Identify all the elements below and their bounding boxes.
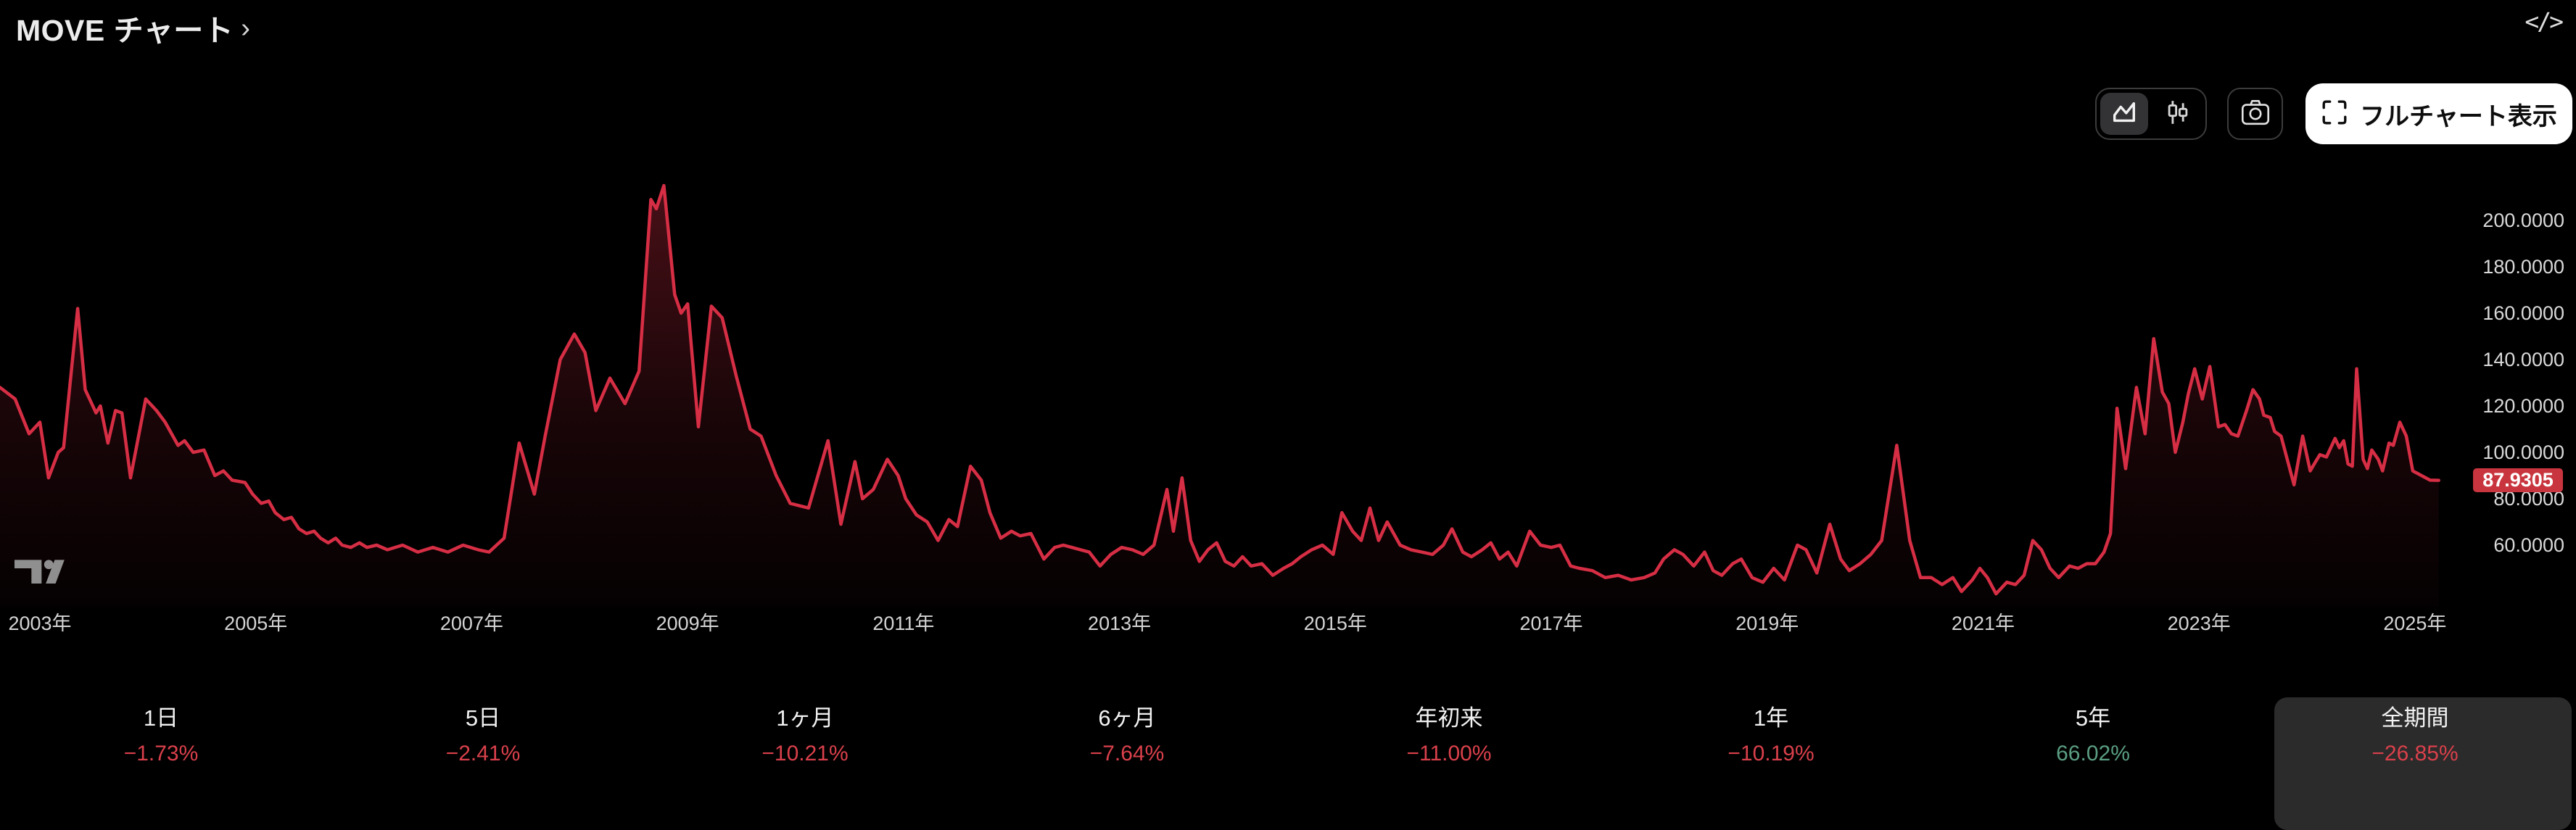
period-change-2: −10.21%: [761, 742, 849, 765]
last-price-badge: 87.9305: [2473, 468, 2563, 493]
period-change-6: 66.02%: [2056, 742, 2130, 765]
period-change-0: −1.73%: [123, 742, 199, 765]
candlestick-icon: [2164, 99, 2192, 130]
area-fill: [0, 186, 2439, 607]
chart-toolbar: フルチャート表示: [0, 81, 2576, 145]
period-selector: 1日 −1.73% 5日 −2.41% 1ヶ月 −10.21% 6ヶ月 −7.6…: [0, 681, 2576, 830]
period-label: 5日: [465, 705, 501, 731]
area-chart-icon: [2110, 99, 2138, 130]
x-axis-label: 2019年: [1735, 613, 1799, 634]
period-label: 1年: [1753, 705, 1789, 731]
time-scale[interactable]: 2003年 2005年 2007年 2009年 2011年 2013年 2015…: [0, 612, 2576, 636]
chevron-right-icon: ›: [241, 12, 250, 43]
page-title-link[interactable]: MOVE チャート ›: [16, 6, 250, 49]
period-button-1m[interactable]: 1ヶ月 −10.21%: [644, 681, 966, 794]
full-chart-label: フルチャート表示: [2360, 102, 2557, 130]
y-axis-label: 200.0000: [2482, 209, 2564, 231]
x-axis-label: 2021年: [1951, 613, 2015, 634]
x-axis-label: 2015年: [1303, 613, 1367, 634]
x-axis-label: 2023年: [2167, 613, 2231, 634]
period-change-7: −26.85%: [2371, 742, 2459, 765]
x-axis-label: 2025年: [2383, 613, 2447, 634]
x-axis-label: 2013年: [1088, 613, 1152, 634]
y-axis-label: 60.0000: [2493, 534, 2564, 556]
chart-style-segmented-control: [2095, 88, 2207, 140]
period-change-5: −10.19%: [1727, 742, 1815, 765]
screenshot-button[interactable]: [2227, 88, 2283, 140]
period-change-3: −7.64%: [1089, 742, 1165, 765]
period-button-1y[interactable]: 1年 −10.19%: [1610, 681, 1932, 794]
full-chart-button[interactable]: フルチャート表示: [2305, 83, 2572, 144]
page-title: MOVE チャート: [16, 14, 234, 47]
y-axis-label: 180.0000: [2482, 256, 2564, 278]
candlestick-style-button[interactable]: [2154, 93, 2202, 135]
x-axis-label: 2007年: [439, 613, 503, 634]
period-label: 6ヶ月: [1098, 705, 1156, 731]
x-axis-label: 2009年: [656, 613, 719, 634]
x-axis-label: 2003年: [8, 613, 72, 634]
embed-code-icon[interactable]: </>: [2525, 7, 2564, 36]
period-button-6m[interactable]: 6ヶ月 −7.64%: [966, 681, 1288, 794]
period-button-5d[interactable]: 5日 −2.41%: [322, 681, 644, 794]
y-axis-label: 100.0000: [2482, 441, 2564, 463]
period-change-1: −2.41%: [445, 742, 521, 765]
period-change-4: −11.00%: [1406, 742, 1492, 765]
chart-canvas[interactable]: [0, 0, 2576, 794]
x-axis-label: 2011年: [872, 613, 935, 634]
price-scale[interactable]: 200.0000 180.0000 160.0000 140.0000 120.…: [2466, 0, 2576, 609]
x-axis-label: 2005年: [224, 613, 288, 634]
tradingview-logo[interactable]: [15, 558, 65, 592]
period-label: 1日: [143, 705, 179, 731]
y-axis-label: 160.0000: [2482, 302, 2564, 324]
area-chart-style-button[interactable]: [2100, 93, 2148, 135]
y-axis-label: 120.0000: [2482, 395, 2564, 417]
y-axis-label: 140.0000: [2482, 349, 2564, 370]
period-label: 5年: [2075, 705, 2111, 731]
period-label: 年初来: [1415, 705, 1483, 731]
period-button-all[interactable]: 全期間 −26.85%: [2254, 681, 2576, 830]
period-button-1d[interactable]: 1日 −1.73%: [0, 681, 322, 794]
period-label: 1ヶ月: [776, 705, 834, 731]
fullscreen-icon: [2321, 99, 2348, 130]
camera-icon: [2240, 98, 2271, 130]
price-line: [0, 183, 2440, 596]
period-button-ytd[interactable]: 年初来 −11.00%: [1288, 681, 1610, 794]
price-chart[interactable]: 200.0000 180.0000 160.0000 140.0000 120.…: [0, 0, 2576, 794]
x-axis-label: 2017年: [1519, 613, 1583, 634]
period-label: 全期間: [2381, 705, 2449, 731]
period-button-5y[interactable]: 5年 66.02%: [1932, 681, 2254, 794]
